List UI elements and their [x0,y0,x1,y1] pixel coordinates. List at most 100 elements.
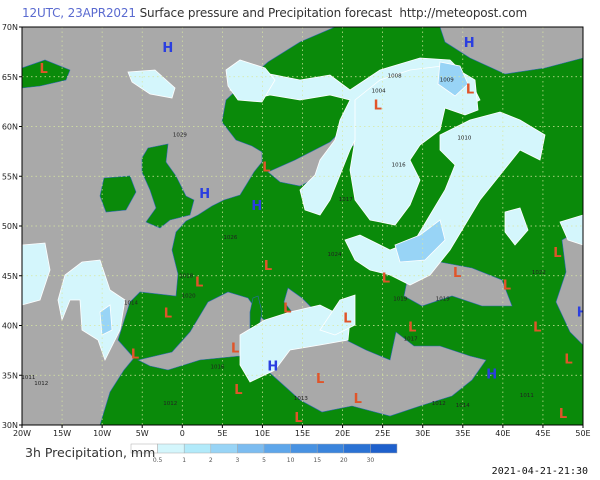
low-pressure-center: L [262,160,270,175]
low-pressure-center: L [231,341,239,356]
colorbar-level-label: 15 [313,457,321,464]
islands [22,59,263,333]
forecast-title: Surface pressure and Precipitation forec… [139,6,393,20]
colorbar-label: 3h Precipitation, mm [25,445,156,460]
isobar-label: 1017 [404,336,418,342]
lat-lon-grid [22,27,583,425]
low-pressure-center: L [131,347,139,362]
lon-tick-label: 5W [136,429,149,438]
colorbar-swatch [290,443,318,454]
barents-sea [439,27,583,75]
isobar-label: 1010 [457,135,471,141]
pressure-centers: H L H H L H L L L L L L L L H L L L L L L L L L L L L L H H [39,36,583,426]
caspian-sea [555,227,583,346]
forecast-run-time: 12UTC, 23APR2021 [22,6,136,20]
isobar-label: 1011 [21,375,35,381]
low-pressure-center: L [408,320,416,335]
low-pressure-center: L [453,266,461,281]
colorbar-level-label: 0.5 [153,457,163,464]
high-pressure-center: H [267,359,278,374]
low-pressure-center: L [382,272,390,287]
generated-timestamp: 2021-04-21-21:30 [491,466,588,477]
lon-tick-label: 20E [335,429,350,438]
low-pressure-center: L [283,302,291,317]
lon-tick-label: 40E [495,429,510,438]
map-title: 12UTC, 23APR2021 Surface pressure and Pr… [22,6,592,20]
great-britain [141,143,195,229]
isobar-label: 1014 [456,403,470,409]
lat-tick-label: 55N [2,172,18,181]
precipitation-colorbar: 0.5 1 2 3 5 10 15 20 30 [130,443,398,464]
low-pressure-center: L [316,372,324,387]
lat-tick-label: 50N [2,222,18,231]
isobar-label: 1024 [328,252,342,258]
isobar-label: 1009 [440,78,454,84]
lon-tick-label: 20W [13,429,31,438]
high-pressure-center: H [464,36,475,51]
low-pressure-center: L [533,320,541,335]
colorbar-level-label: 1 [182,457,186,464]
isobar-labels: 1029101110121004100810091010101610171019… [21,74,546,409]
low-pressure-center: L [564,352,572,367]
high-pressure-center: H [162,41,173,56]
lon-tick-label: 35E [455,429,470,438]
colorbar-level-label: 10 [287,457,295,464]
lon-tick-label: 25E [375,429,390,438]
colorbar-level-label: 2 [209,457,213,464]
isobar-label: 1012 [34,381,48,387]
isobar-label: 1008 [388,74,402,80]
lat-tick-label: 70N [2,23,18,32]
low-pressure-center: L [503,279,511,294]
source-url[interactable]: http://meteopost.com [399,6,527,20]
lat-tick-label: 40N [2,322,18,331]
lon-tick-label: 5E [217,429,227,438]
isobar-label: 1017 [339,197,353,203]
isobar-label: 1029 [173,132,187,138]
low-pressure-center: L [354,392,362,407]
colorbar-level-label: 20 [340,457,348,464]
lon-tick-label: 45E [535,429,550,438]
colorbar-level-label: 5 [262,457,266,464]
low-pressure-center: L [343,312,351,327]
lat-tick-label: 60N [2,123,18,132]
axis-ticks: 20W 15W 10W 5W 0 5E 10E 15E 20E 25E 30E 35E 40E 45E 50… [2,23,591,438]
low-pressure-center: L [466,83,474,98]
low-pressure-center: L [234,383,242,398]
isobar-label: 1004 [372,89,386,95]
lon-tick-label: 30E [415,429,430,438]
isobar-label: 1019 [436,297,450,303]
isobar-label: 1012 [432,401,446,407]
lon-tick-label: 0 [180,429,185,438]
lon-tick-label: 10W [93,429,111,438]
colorbar-swatch [263,443,291,454]
low-pressure-center: L [195,276,203,291]
isobar-label: 1012 [163,401,177,407]
lon-tick-label: 15W [53,429,71,438]
high-pressure-center: H [486,367,497,382]
colorbar-swatch [343,443,371,454]
isobar-label: 1019 [393,297,407,303]
colorbar-level-label: 3 [235,457,239,464]
low-pressure-center: L [294,411,302,426]
isobar-label: 1022 [532,270,546,276]
precipitation-areas [22,57,583,383]
lat-tick-label: 65N [2,73,18,82]
colorbar-swatch [316,443,345,454]
isobar-label: 1018 [179,274,193,280]
isobar-label: 1011 [520,393,534,399]
isobar-label: 1020 [182,294,196,300]
isobar-label: 1016 [392,162,406,168]
lon-tick-label: 50E [575,429,590,438]
high-pressure-center: H [251,199,262,214]
isobar-label: 1016 [211,364,225,370]
lon-tick-label: 10E [255,429,270,438]
colorbar-swatch [157,443,185,454]
isobar-label: 1014 [124,301,138,307]
lat-tick-label: 45N [2,272,18,281]
isobar-label: 1026 [223,235,237,241]
lat-tick-label: 30N [2,421,18,430]
low-pressure-center: L [559,407,567,422]
low-pressure-center: L [374,99,382,114]
lon-tick-label: 15E [295,429,310,438]
